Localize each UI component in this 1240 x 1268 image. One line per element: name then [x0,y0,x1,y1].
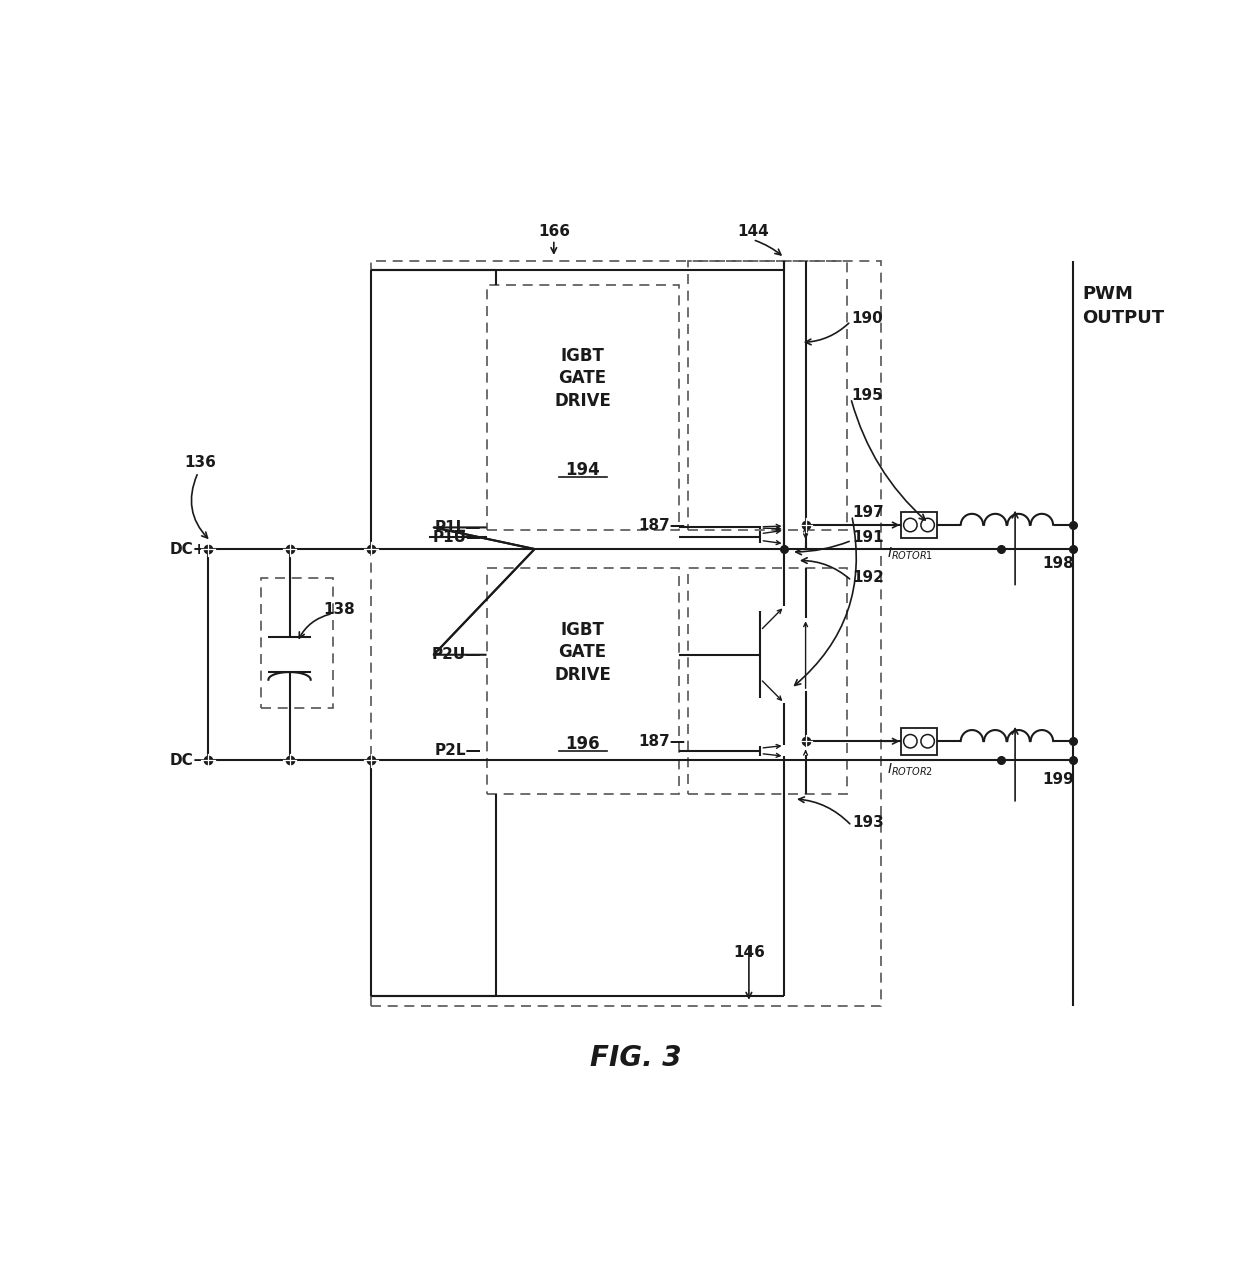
Text: P2U—: P2U— [432,647,481,662]
Text: P2L—: P2L— [435,743,481,758]
Text: P1U—: P1U— [433,530,481,544]
Text: 187—: 187— [639,734,686,748]
Text: 198: 198 [1042,555,1074,571]
Text: IGBT
GATE
DRIVE: IGBT GATE DRIVE [554,347,611,410]
Text: 136: 136 [184,455,216,470]
Text: 146: 146 [733,945,765,960]
Text: $\mathit{I}_{ROTOR1}$: $\mathit{I}_{ROTOR1}$ [888,545,934,562]
Text: 197: 197 [853,505,884,520]
Text: DC+: DC+ [170,541,206,557]
Text: IGBT
GATE
DRIVE: IGBT GATE DRIVE [554,621,611,683]
Text: 192: 192 [853,571,884,586]
Text: PWM: PWM [1083,285,1133,303]
Text: $\mathit{I}_{ROTOR2}$: $\mathit{I}_{ROTOR2}$ [888,762,934,779]
Text: 187—: 187— [639,517,686,533]
FancyBboxPatch shape [900,728,937,754]
FancyBboxPatch shape [900,511,937,539]
Text: P1L—: P1L— [435,520,481,535]
Text: FIG. 3: FIG. 3 [590,1045,681,1073]
Text: 195: 195 [852,388,883,403]
Text: OUTPUT: OUTPUT [1083,309,1164,327]
Text: 194: 194 [565,460,600,479]
Text: 190: 190 [852,311,883,326]
Text: 191: 191 [853,530,884,545]
Text: 144: 144 [737,224,769,240]
Text: 166: 166 [538,224,570,240]
Text: 199: 199 [1042,772,1074,787]
Text: 193: 193 [853,815,884,831]
Text: DC−: DC− [170,753,206,768]
Text: 196: 196 [565,734,600,753]
Text: 138: 138 [324,602,355,618]
